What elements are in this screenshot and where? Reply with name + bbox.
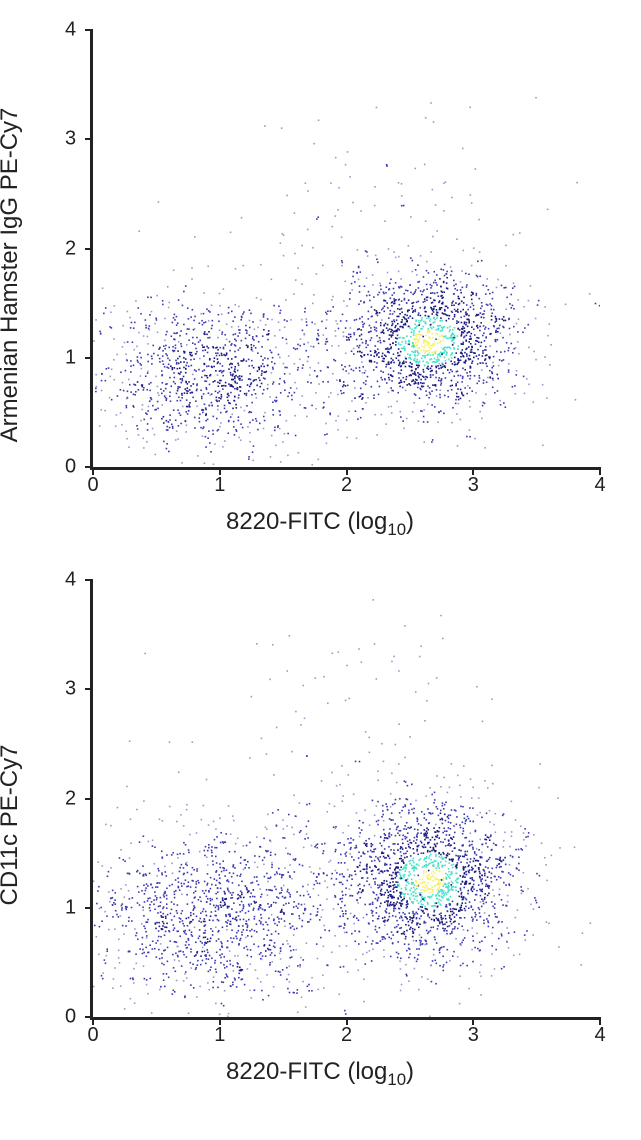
- x-tick-mark: [472, 1017, 474, 1025]
- x-axis-label-sub: 10: [387, 1070, 406, 1089]
- x-axis-label-sub: 10: [387, 520, 406, 539]
- x-tick-label: 0: [87, 474, 98, 497]
- x-axis-label: 8220-FITC (log10): [226, 508, 414, 540]
- x-tick-label: 3: [468, 474, 479, 497]
- x-tick-mark: [92, 1017, 94, 1025]
- y-tick-mark: [85, 579, 93, 581]
- y-tick-mark: [85, 29, 93, 31]
- x-tick-label: 3: [468, 1024, 479, 1047]
- x-tick-label: 2: [341, 1024, 352, 1047]
- y-axis-label: CD11c PE-Cy7: [0, 745, 24, 906]
- y-tick-label: 3: [65, 678, 76, 701]
- scatter-panel-top: Armenian Hamster IgG PE-Cy7 0123401234 8…: [20, 20, 620, 530]
- x-tick-mark: [472, 467, 474, 475]
- x-axis-label-main: 8220-FITC (log: [226, 508, 387, 535]
- y-tick-label: 2: [65, 787, 76, 810]
- y-tick-label: 4: [65, 569, 76, 592]
- x-axis-label: 8220-FITC (log10): [226, 1058, 414, 1090]
- x-tick-label: 1: [214, 474, 225, 497]
- y-tick-label: 0: [65, 1006, 76, 1029]
- y-tick-label: 2: [65, 237, 76, 260]
- scatter-panel-bottom: CD11c PE-Cy7 0123401234 8220-FITC (log10…: [20, 570, 620, 1080]
- x-tick-mark: [219, 467, 221, 475]
- x-tick-mark: [346, 1017, 348, 1025]
- y-tick-mark: [85, 1016, 93, 1018]
- x-tick-mark: [92, 467, 94, 475]
- y-tick-mark: [85, 248, 93, 250]
- x-tick-label: 0: [87, 1024, 98, 1047]
- scatter-canvas-bottom: [93, 580, 600, 1017]
- y-tick-mark: [85, 907, 93, 909]
- x-tick-mark: [599, 467, 601, 475]
- x-axis-label-tail: ): [406, 508, 414, 535]
- y-tick-mark: [85, 798, 93, 800]
- y-tick-label: 3: [65, 128, 76, 151]
- x-axis-label-main: 8220-FITC (log: [226, 1058, 387, 1085]
- y-tick-label: 0: [65, 456, 76, 479]
- plot-area-top: 0123401234: [90, 30, 600, 470]
- y-tick-mark: [85, 138, 93, 140]
- y-tick-label: 4: [65, 19, 76, 42]
- y-axis-label: Armenian Hamster IgG PE-Cy7: [0, 108, 24, 443]
- y-tick-label: 1: [65, 896, 76, 919]
- x-tick-label: 1: [214, 1024, 225, 1047]
- x-axis-label-tail: ): [406, 1058, 414, 1085]
- y-tick-mark: [85, 357, 93, 359]
- y-tick-label: 1: [65, 346, 76, 369]
- scatter-canvas-top: [93, 30, 600, 467]
- plot-area-bottom: 0123401234: [90, 580, 600, 1020]
- y-tick-mark: [85, 466, 93, 468]
- y-tick-mark: [85, 688, 93, 690]
- x-tick-label: 4: [594, 1024, 605, 1047]
- x-tick-label: 4: [594, 474, 605, 497]
- x-tick-mark: [599, 1017, 601, 1025]
- x-tick-mark: [219, 1017, 221, 1025]
- x-tick-label: 2: [341, 474, 352, 497]
- x-tick-mark: [346, 467, 348, 475]
